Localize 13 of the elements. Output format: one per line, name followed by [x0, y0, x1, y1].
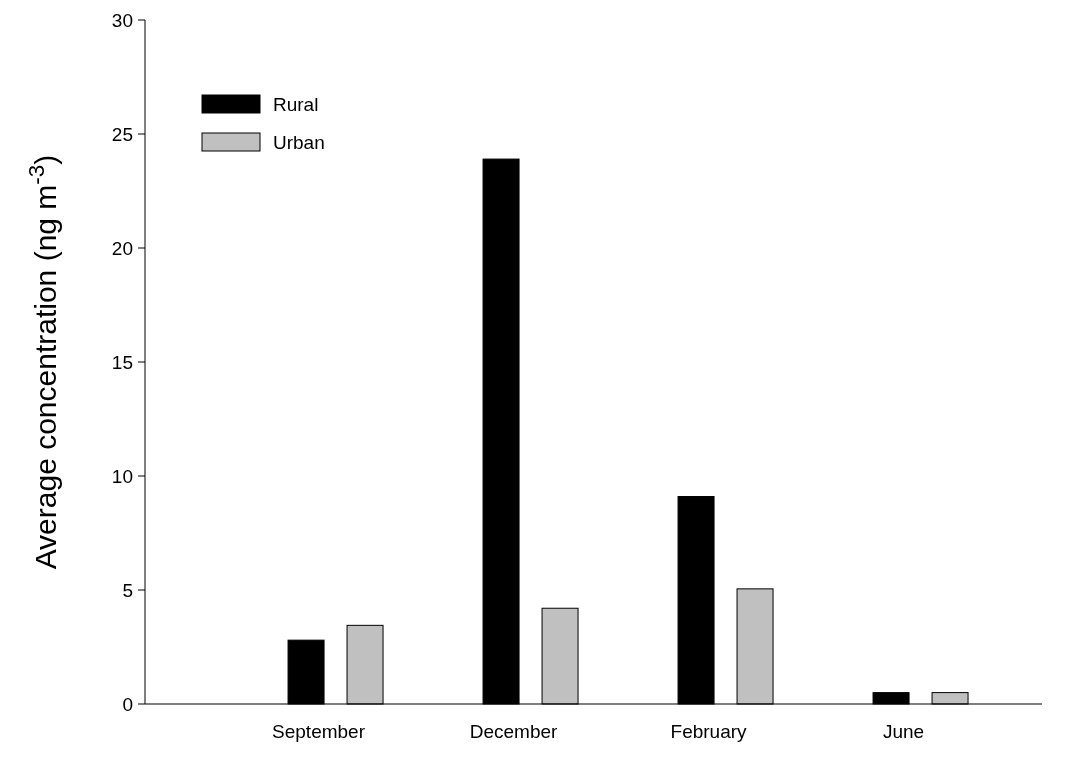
y-tick-label: 5: [122, 579, 133, 601]
x-tick-label: February: [670, 721, 748, 742]
y-tick-label: 0: [122, 693, 133, 715]
legend-label: Urban: [273, 131, 325, 153]
y-tick-label: 15: [111, 351, 133, 373]
y-tick-label: 10: [111, 465, 133, 487]
y-tick-label: 20: [111, 237, 133, 259]
x-tick-label: December: [469, 721, 559, 742]
x-tick-label: June: [882, 721, 925, 742]
legend-label: Rural: [273, 93, 319, 115]
y-tick-label: 30: [111, 9, 133, 31]
x-tick-label: September: [272, 721, 366, 742]
y-tick-label: 25: [111, 123, 133, 145]
